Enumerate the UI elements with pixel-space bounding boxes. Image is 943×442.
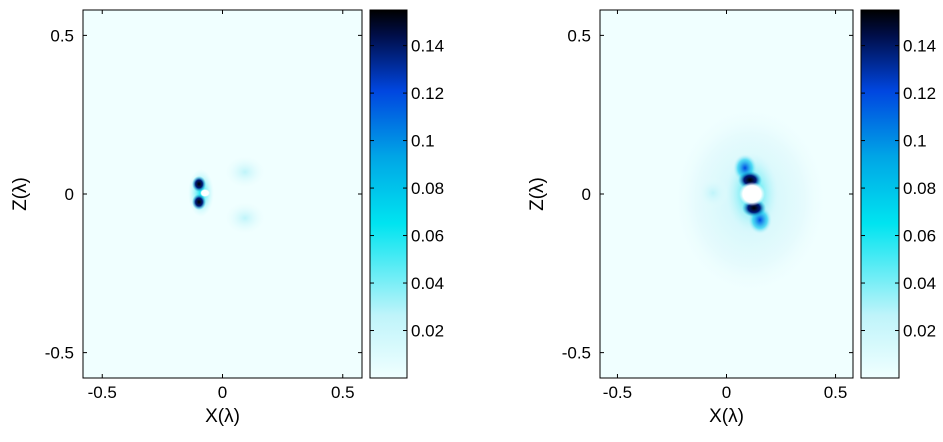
left-colorbar-tick-label: 0.14 bbox=[411, 37, 444, 56]
right-y-tick-label: 0.5 bbox=[567, 26, 591, 45]
left-x-axis-label: X(λ) bbox=[205, 406, 240, 427]
left-hotspot-lower bbox=[192, 194, 206, 210]
left-colorbar-tick-label: 0.04 bbox=[411, 274, 444, 293]
left-colorbar-tick-label: 0.02 bbox=[411, 322, 444, 341]
left-y-tick-label: 0.5 bbox=[50, 26, 74, 45]
right-colorbar-tick-label: 0.14 bbox=[903, 37, 936, 56]
left-x-tick-label: 0 bbox=[218, 383, 227, 402]
right-field-pattern bbox=[672, 105, 828, 295]
left-x-tick-label: -0.5 bbox=[88, 383, 117, 402]
right-axes: -0.5 0 0.5 0.5 0 -0.5 X(λ) Z(λ) bbox=[527, 10, 853, 427]
left-pale-lobe-lower bbox=[225, 202, 265, 234]
right-colorbar-tick-label: 0.06 bbox=[903, 227, 936, 246]
left-y-tick-label: -0.5 bbox=[45, 344, 74, 363]
right-colorbar-tick-label: 0.1 bbox=[903, 132, 927, 151]
left-pale-lobe-upper bbox=[225, 156, 265, 188]
left-plot-area bbox=[82, 9, 363, 379]
left-x-tick-label: 0.5 bbox=[331, 383, 355, 402]
right-colorbar-tick-label: 0.02 bbox=[903, 322, 936, 341]
left-colorbar-tick-label: 0.12 bbox=[411, 84, 444, 103]
left-axes: -0.5 0 0.5 0.5 0 -0.5 X(λ) Z(λ) bbox=[10, 10, 362, 427]
left-colorbar bbox=[369, 9, 408, 379]
left-colorbar-tick-label: 0.1 bbox=[411, 132, 435, 151]
left-colorbar-ticks: 0.14 0.12 0.1 0.08 0.06 0.04 0.02 bbox=[370, 37, 444, 341]
right-x-axis-label: X(λ) bbox=[709, 406, 744, 427]
right-colorbar-ticks: 0.14 0.12 0.1 0.08 0.06 0.04 0.02 bbox=[861, 37, 936, 341]
right-y-tick-label: 0 bbox=[582, 185, 591, 204]
left-y-tick-label: 0 bbox=[65, 185, 74, 204]
right-x-tick-label: 0.5 bbox=[824, 383, 848, 402]
right-heatmap: -0.5 0 0.5 0.5 0 -0.5 X(λ) Z(λ) 0.14 0.12 0.1 0.08… bbox=[527, 9, 936, 427]
right-y-tick-label: -0.5 bbox=[562, 344, 591, 363]
left-white-core bbox=[200, 189, 210, 197]
left-colorbar-tick-label: 0.06 bbox=[411, 227, 444, 246]
left-y-axis-label: Z(λ) bbox=[10, 177, 31, 211]
right-colorbar-tick-label: 0.12 bbox=[903, 84, 936, 103]
right-white-core bbox=[739, 182, 765, 206]
left-hotspot-upper bbox=[192, 176, 206, 192]
left-heatmap: -0.5 0 0.5 0.5 0 -0.5 X(λ) Z(λ) 0.14 0.12 0.1 0.08… bbox=[10, 9, 444, 427]
right-pale-lobe-left bbox=[697, 177, 729, 209]
right-x-tick-label: -0.5 bbox=[603, 383, 632, 402]
right-colorbar-tick-label: 0.08 bbox=[903, 179, 936, 198]
right-x-tick-label: 0 bbox=[722, 383, 731, 402]
left-field-pattern bbox=[188, 156, 265, 234]
right-colorbar bbox=[860, 9, 900, 379]
left-colorbar-tick-label: 0.08 bbox=[411, 179, 444, 198]
right-y-axis-label: Z(λ) bbox=[527, 177, 548, 211]
right-colorbar-tick-label: 0.04 bbox=[903, 274, 936, 293]
